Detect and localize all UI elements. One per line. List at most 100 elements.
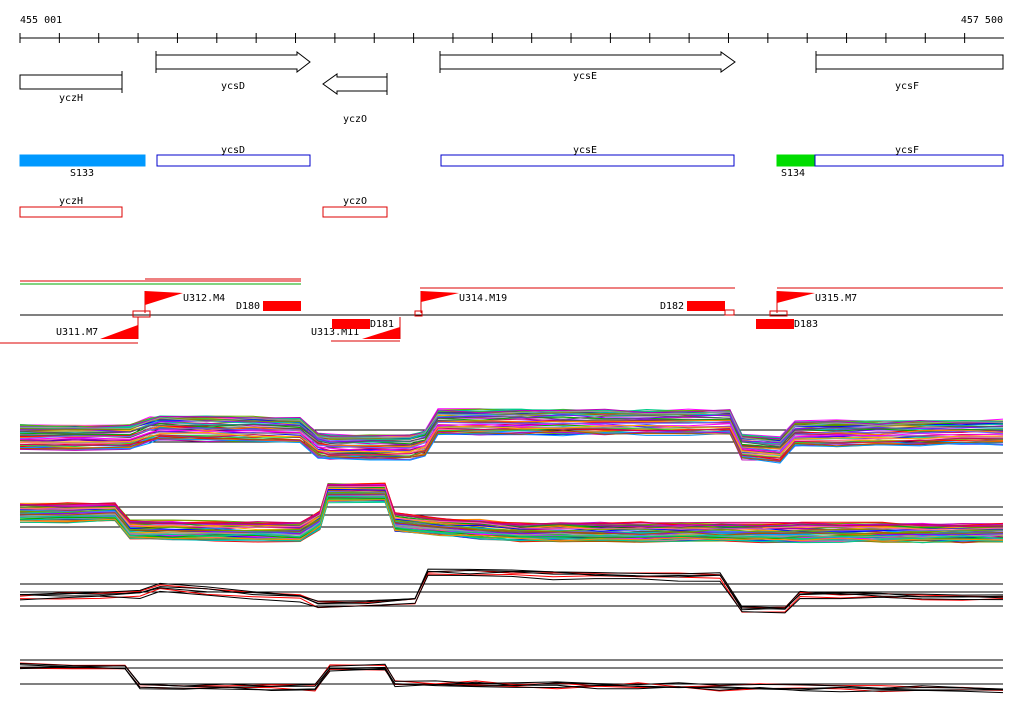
- expression-profile-line: [19, 429, 1004, 462]
- transcript-ycsD[interactable]: [156, 154, 311, 167]
- expression-profile-line: [19, 574, 1004, 614]
- upshift-flag[interactable]: [100, 325, 138, 339]
- expression-panel-2: [19, 482, 1004, 544]
- expression-profile-line: [19, 414, 1004, 444]
- segment-boundary-marker: [724, 309, 735, 316]
- transcript-S133[interactable]: [19, 154, 146, 167]
- transcript-ycsE[interactable]: [440, 154, 735, 167]
- operon-label-yczO: yczO: [343, 196, 367, 207]
- cds-label-ycsE: ycsE: [573, 71, 597, 82]
- expression-profile-line: [19, 499, 1004, 542]
- downshift-box[interactable]: [332, 319, 370, 329]
- expression-profile-line: [19, 485, 1004, 530]
- upshift-label-U313: U313.M11: [311, 327, 359, 338]
- downshift-D181[interactable]: D181: [332, 319, 394, 330]
- transcript-ycsF[interactable]: [814, 154, 1004, 167]
- transcript-label-S134: S134: [781, 168, 805, 179]
- cds-yczO-arrow[interactable]: [322, 73, 388, 95]
- expression-profile-line: [19, 408, 1004, 440]
- expression-profile-line: [19, 416, 1004, 448]
- expression-profile-line: [19, 570, 1004, 610]
- segment-boundary-marker: [132, 310, 151, 318]
- upshift-label-U312: U312.M4: [183, 293, 225, 304]
- operon-yczO[interactable]: [322, 206, 388, 218]
- upshift-label-U315: U315.M7: [815, 293, 857, 304]
- expression-profile-line: [19, 569, 1004, 611]
- upshift-label-U311: U311.M7: [56, 327, 98, 338]
- downshift-box[interactable]: [756, 319, 794, 329]
- expression-profile-line: [20, 482, 1004, 527]
- cds-ycsE-arrow[interactable]: [439, 51, 736, 73]
- downshift-label-D180: D180: [236, 301, 260, 312]
- segmentation-track[interactable]: U311.M7 U312.M4 U313.M11 U314.M19 U315.M…: [0, 278, 1003, 344]
- expression-panel-1: [19, 408, 1004, 464]
- expression-profile-line: [19, 431, 1004, 461]
- expression-profile-line: [19, 499, 1004, 542]
- downshift-label-D182: D182: [660, 301, 684, 312]
- expression-profile-panels: [19, 408, 1004, 694]
- coordinate-ruler: 455 001 457 500: [19, 15, 1004, 43]
- expression-profile-line: [19, 484, 1004, 526]
- cds-label-ycsD: ycsD: [221, 81, 245, 92]
- transcript-S134[interactable]: [776, 154, 816, 167]
- segment-boundary-marker: [769, 310, 788, 317]
- expression-panel-3: [19, 568, 1004, 614]
- expression-profile-line: [19, 484, 1004, 528]
- downshift-label-D181: D181: [370, 319, 394, 330]
- upshift-U315[interactable]: U315.M7: [769, 291, 857, 317]
- downshift-box[interactable]: [687, 301, 725, 311]
- cds-label-yczO: yczO: [343, 114, 367, 125]
- cds-ycsE[interactable]: ycsE: [439, 51, 736, 82]
- expression-profile-line: [19, 491, 1004, 534]
- cds-label-ycsF: ycsF: [895, 81, 919, 92]
- operon-track[interactable]: yczH yczO: [19, 196, 388, 218]
- cds-label-yczH: yczH: [59, 93, 83, 104]
- upshift-U312[interactable]: U312.M4: [144, 291, 225, 313]
- upshift-U313[interactable]: U313.M11: [311, 317, 401, 339]
- upshift-flag[interactable]: [777, 291, 815, 303]
- downshift-D182[interactable]: D182: [660, 301, 735, 316]
- downshift-D183[interactable]: D183: [756, 319, 818, 330]
- ruler-ticks: [19, 33, 966, 43]
- cds-yczO[interactable]: yczO: [322, 73, 388, 125]
- upshift-U314[interactable]: U314.M19: [414, 291, 507, 317]
- transcript-label-ycsE: ycsE: [573, 145, 597, 156]
- cds-ycsD[interactable]: ycsD: [155, 50, 311, 92]
- downshift-label-D183: D183: [794, 319, 818, 330]
- upshift-flag[interactable]: [362, 327, 400, 339]
- cds-track[interactable]: yczH ycsD yczO ycsE ycsF: [19, 50, 1004, 125]
- upshift-flag[interactable]: [145, 291, 183, 305]
- operon-yczH[interactable]: [19, 206, 123, 218]
- expression-profile-line: [19, 424, 1004, 455]
- cds-yczH[interactable]: yczH: [19, 71, 123, 104]
- expression-profile-line: [19, 484, 1004, 528]
- ruler-start-label: 455 001: [20, 15, 62, 26]
- expression-profile-line: [19, 431, 1004, 464]
- expression-profile-line: [19, 495, 1004, 540]
- downshift-box[interactable]: [263, 301, 301, 311]
- cds-ycsF[interactable]: ycsF: [815, 51, 1004, 92]
- segment-boundary-marker: [414, 310, 423, 317]
- operon-label-yczH: yczH: [59, 196, 83, 207]
- expression-profile-line: [19, 415, 1004, 448]
- expression-profile-line: [19, 427, 1004, 459]
- transcript-label-ycsD: ycsD: [221, 145, 245, 156]
- transcript-label-ycsF: ycsF: [895, 145, 919, 156]
- downshift-D180[interactable]: D180: [236, 301, 301, 312]
- cds-ycsD-arrow[interactable]: [155, 50, 311, 74]
- expression-profile-line: [19, 573, 1004, 613]
- expression-profile-line: [19, 410, 1004, 443]
- transcript-track[interactable]: S133 ycsD ycsE S134 ycsF: [19, 145, 1004, 179]
- cds-ycsF-box[interactable]: [815, 54, 1004, 70]
- upshift-U311[interactable]: U311.M7: [56, 317, 139, 339]
- expression-profile-line: [19, 422, 1004, 454]
- transcript-label-S133: S133: [70, 168, 94, 179]
- upshift-label-U314: U314.M19: [459, 293, 507, 304]
- expression-profile-line: [19, 421, 1004, 452]
- expression-profile-line: [19, 666, 1004, 694]
- upshift-flag[interactable]: [421, 291, 459, 302]
- cds-yczH-box[interactable]: [19, 74, 123, 90]
- expression-profile-line: [19, 663, 1004, 690]
